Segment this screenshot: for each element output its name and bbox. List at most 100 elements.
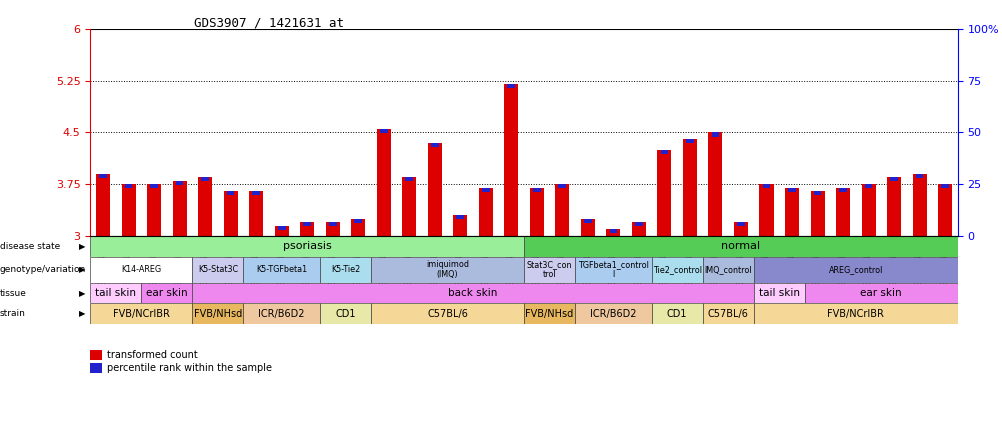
Bar — [504, 84, 518, 236]
Text: ▶: ▶ — [79, 289, 85, 297]
Bar — [940, 184, 948, 188]
Bar — [524, 236, 957, 257]
Bar — [141, 283, 192, 303]
Bar — [804, 283, 957, 303]
Text: ear skin: ear skin — [860, 288, 901, 298]
Bar — [320, 257, 371, 283]
Text: tail skin: tail skin — [758, 288, 799, 298]
Bar — [253, 191, 260, 195]
Bar — [759, 184, 773, 236]
Bar — [456, 215, 464, 219]
Bar — [402, 177, 416, 236]
Text: genotype/variation: genotype/variation — [0, 265, 86, 274]
Bar — [99, 174, 107, 178]
Bar — [524, 303, 574, 324]
Text: IMQ_control: IMQ_control — [703, 265, 752, 274]
Bar — [223, 191, 237, 236]
Text: ear skin: ear skin — [146, 288, 187, 298]
Bar — [574, 303, 651, 324]
Bar — [326, 222, 340, 236]
Bar — [529, 187, 543, 236]
Bar — [753, 283, 804, 303]
Bar — [839, 187, 846, 192]
Bar — [427, 143, 441, 236]
Bar — [785, 187, 799, 236]
Bar — [660, 150, 667, 154]
Bar — [121, 184, 135, 236]
Bar — [631, 222, 645, 236]
Text: transformed count: transformed count — [107, 350, 197, 360]
Text: CD1: CD1 — [666, 309, 686, 319]
Text: CD1: CD1 — [335, 309, 356, 319]
Bar — [836, 187, 850, 236]
Bar — [275, 226, 289, 236]
Bar — [377, 129, 391, 236]
Bar — [351, 218, 365, 236]
Text: TGFbeta1_control
l: TGFbeta1_control l — [577, 260, 648, 279]
Text: ▶: ▶ — [79, 265, 85, 274]
Bar — [606, 229, 620, 236]
Text: strain: strain — [0, 309, 26, 318]
Bar — [278, 226, 286, 230]
Bar — [90, 236, 523, 257]
Text: tail skin: tail skin — [95, 288, 136, 298]
Bar — [890, 177, 897, 181]
Bar — [733, 222, 747, 236]
Text: GDS3907 / 1421631_at: GDS3907 / 1421631_at — [194, 16, 344, 29]
Text: AREG_control: AREG_control — [828, 265, 882, 274]
Text: Stat3C_con
trol: Stat3C_con trol — [526, 260, 572, 279]
Bar — [609, 229, 616, 233]
Bar — [583, 218, 591, 223]
Bar — [371, 303, 524, 324]
Bar — [371, 257, 524, 283]
Text: ▶: ▶ — [79, 242, 85, 251]
Bar — [300, 222, 314, 236]
Bar — [788, 187, 795, 192]
Bar — [192, 283, 753, 303]
Text: tissue: tissue — [0, 289, 27, 297]
Bar — [656, 150, 670, 236]
Text: C57BL/6: C57BL/6 — [707, 309, 747, 319]
Bar — [707, 132, 721, 236]
Bar — [248, 191, 263, 236]
Bar — [861, 184, 875, 236]
Text: imiquimod
(IMQ): imiquimod (IMQ) — [426, 260, 469, 279]
Text: percentile rank within the sample: percentile rank within the sample — [107, 363, 273, 373]
Bar — [915, 174, 923, 178]
Bar — [937, 184, 951, 236]
Bar — [507, 84, 515, 88]
Bar — [710, 132, 718, 136]
Text: Tie2_control: Tie2_control — [652, 265, 701, 274]
Bar — [175, 181, 183, 185]
Bar — [405, 177, 413, 181]
Bar — [172, 181, 186, 236]
Text: FVB/NCrIBR: FVB/NCrIBR — [113, 309, 169, 319]
Bar — [197, 177, 211, 236]
Bar — [192, 303, 243, 324]
Text: ICR/B6D2: ICR/B6D2 — [259, 309, 305, 319]
Bar — [651, 303, 702, 324]
Text: disease state: disease state — [0, 242, 60, 251]
Bar — [736, 222, 744, 226]
Bar — [380, 129, 387, 133]
Bar — [864, 184, 872, 188]
Bar — [886, 177, 900, 236]
Bar — [303, 222, 311, 226]
Bar — [320, 303, 371, 324]
Text: normal: normal — [720, 241, 760, 251]
Bar — [555, 184, 569, 236]
Bar — [90, 283, 141, 303]
Text: FVB/NHsd: FVB/NHsd — [525, 309, 573, 319]
Bar — [558, 184, 566, 188]
Text: K5-TGFbeta1: K5-TGFbeta1 — [256, 265, 307, 274]
Bar — [90, 257, 192, 283]
Bar — [762, 184, 770, 188]
Bar — [243, 303, 320, 324]
Bar — [685, 139, 693, 143]
Bar — [753, 257, 957, 283]
Bar — [453, 215, 467, 236]
Bar — [90, 303, 192, 324]
Text: ICR/B6D2: ICR/B6D2 — [589, 309, 636, 319]
Text: K5-Tie2: K5-Tie2 — [331, 265, 360, 274]
Bar — [532, 187, 540, 192]
